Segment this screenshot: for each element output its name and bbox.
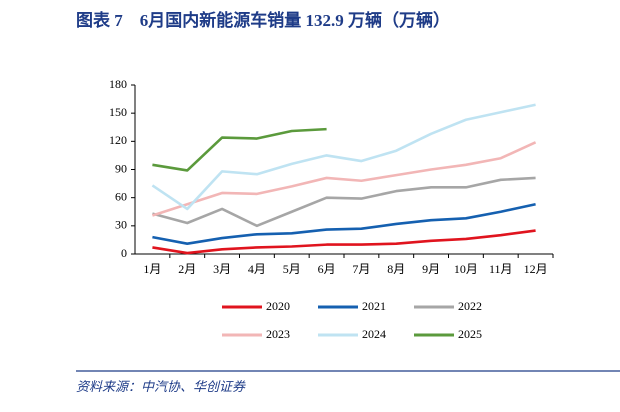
legend-label: 2023 bbox=[266, 327, 290, 341]
y-tick-label: 150 bbox=[109, 105, 127, 119]
source-note: 资料来源：中汽协、华创证券 bbox=[76, 379, 246, 394]
y-tick-label: 120 bbox=[109, 133, 127, 147]
x-tick-label: 1月 bbox=[143, 262, 161, 276]
legend-label: 2025 bbox=[458, 327, 482, 341]
series-line bbox=[151, 103, 536, 211]
series-line bbox=[152, 127, 327, 172]
legend-label: 2022 bbox=[458, 299, 482, 313]
series-line bbox=[152, 202, 536, 245]
y-tick-label: 0 bbox=[121, 246, 127, 260]
legend-label: 2020 bbox=[266, 299, 290, 313]
x-tick-label: 8月 bbox=[387, 262, 405, 276]
y-tick-label: 90 bbox=[115, 161, 127, 175]
y-tick-label: 60 bbox=[115, 189, 127, 203]
series-line bbox=[152, 229, 536, 255]
series-line bbox=[152, 141, 537, 217]
chart-title: 图表 7 6月国内新能源车销量 132.9 万辆（万辆） bbox=[76, 10, 450, 30]
x-tick-label: 6月 bbox=[318, 262, 336, 276]
y-tick-label: 180 bbox=[109, 77, 127, 91]
x-tick-label: 3月 bbox=[213, 262, 231, 276]
x-tick-label: 7月 bbox=[352, 262, 370, 276]
legend-label: 2021 bbox=[362, 299, 386, 313]
x-tick-label: 9月 bbox=[422, 262, 440, 276]
legend-label: 2024 bbox=[362, 327, 386, 341]
y-tick-label: 30 bbox=[115, 218, 127, 232]
series-line bbox=[152, 176, 536, 228]
x-tick-label: 4月 bbox=[248, 262, 266, 276]
x-tick-label: 10月 bbox=[454, 262, 478, 276]
x-tick-label: 12月 bbox=[524, 262, 548, 276]
x-tick-label: 5月 bbox=[283, 262, 301, 276]
x-tick-label: 2月 bbox=[178, 262, 196, 276]
x-tick-label: 11月 bbox=[489, 262, 513, 276]
